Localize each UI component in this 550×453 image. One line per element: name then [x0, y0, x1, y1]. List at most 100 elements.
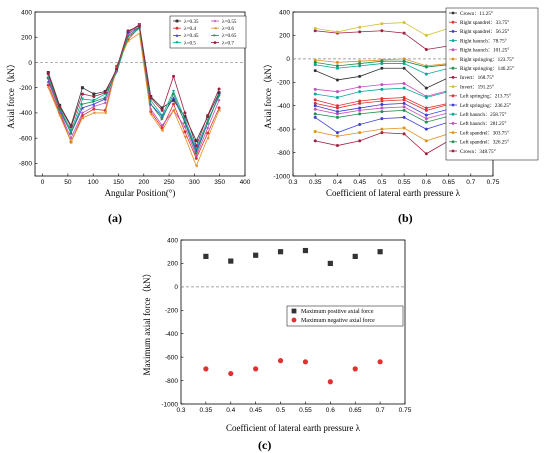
data-point: [69, 129, 73, 133]
data-point: [313, 98, 317, 102]
legend-item: Right haunch：78.75°: [449, 37, 507, 44]
data-point: [335, 131, 339, 135]
data-point: [172, 108, 176, 112]
data-point: [313, 139, 317, 143]
data-point: [402, 21, 406, 25]
series-1: [203, 247, 383, 267]
data-point: [277, 249, 284, 255]
y-tick-label: 400: [279, 9, 290, 16]
data-point: [183, 130, 187, 134]
data-point: [46, 86, 50, 90]
data-point: [313, 92, 317, 96]
x-tick-label: 0.65: [442, 179, 455, 186]
data-point: [424, 108, 428, 112]
legend-swatch-marker: [213, 41, 217, 44]
data-point: [358, 108, 362, 112]
y-tick-label: 0: [28, 60, 32, 67]
data-point: [103, 101, 107, 105]
series-line: [47, 23, 220, 157]
legend-item: Left spandrel：326.25°: [449, 139, 509, 146]
series-line: [314, 117, 471, 134]
data-point: [172, 98, 176, 102]
data-point: [206, 118, 210, 122]
series-line: [315, 83, 471, 97]
y-axis-title: Axial force（kN）: [263, 59, 273, 129]
x-tick-label: 0.65: [349, 407, 362, 414]
legend-item: Right spandrel：56.25°: [449, 28, 509, 35]
y-tick-label: -400: [165, 331, 178, 338]
data-point: [313, 112, 317, 116]
data-point: [103, 96, 107, 100]
data-point: [46, 83, 50, 87]
data-point: [313, 60, 317, 64]
legend-swatch-marker: [213, 26, 217, 30]
data-point: [358, 59, 362, 63]
data-point: [358, 139, 362, 143]
legend-box: [445, 7, 539, 161]
legend-label: Right haunch：101.25°: [460, 47, 509, 54]
legend-swatch-marker: [213, 34, 217, 37]
legend-label: λ=0.55: [222, 19, 237, 25]
data-point: [335, 78, 339, 82]
y-tick-label: 200: [21, 35, 32, 42]
x-tick-label: 0.3: [176, 407, 185, 414]
data-point: [126, 39, 130, 43]
data-point: [402, 62, 406, 66]
x-tick-label: 100: [88, 179, 99, 186]
data-point: [160, 129, 164, 133]
legend-label: λ=0.4: [184, 26, 196, 32]
x-tick-label: 0.5: [276, 407, 285, 414]
data-point: [149, 112, 153, 116]
chart-b: 0.3 0.35 0.4 0.45 0.5 0.55 0.6 0.65 0.7 0.75 -1000…: [263, 7, 539, 198]
data-point: [358, 74, 362, 78]
legend-label: Maximum negative axial force: [301, 317, 375, 324]
x-tick-label: 350: [214, 179, 225, 186]
data-point: [424, 139, 428, 143]
legend-item: λ=0.65: [211, 33, 237, 39]
data-point: [335, 104, 339, 108]
x-tick-label: 300: [189, 179, 200, 186]
y-axis-title: Axial force（kN）: [6, 59, 16, 129]
data-point: [402, 81, 406, 85]
series-line: [315, 109, 471, 123]
x-tick-label: 0.4: [226, 407, 235, 414]
data-point: [80, 86, 84, 90]
x-tick-label: 250: [164, 179, 175, 186]
data-point: [358, 101, 362, 105]
data-point: [352, 253, 358, 259]
legend-swatch-marker: [451, 66, 455, 70]
legend-label: Left springing：236.25°: [460, 102, 511, 109]
legend-item: Invert：168.75°: [449, 74, 494, 81]
data-point: [327, 379, 333, 385]
data-point: [80, 92, 84, 96]
legend-label: Crown：348.75°: [460, 148, 496, 155]
y-axis-title: Maximum axial force（kN）: [142, 269, 152, 376]
panel-label-a: (a): [108, 211, 122, 225]
legend-label: λ=0.45: [184, 33, 199, 39]
data-point: [217, 108, 221, 112]
data-point: [358, 30, 362, 34]
series-line: [315, 22, 471, 36]
data-point: [402, 96, 406, 100]
x-axis-title: Angular Position(°): [105, 188, 176, 198]
legend-label: Left springing：213.75°: [460, 93, 511, 100]
data-point: [69, 136, 73, 140]
data-point: [92, 111, 96, 115]
data-point: [253, 252, 259, 258]
legend-label: Left spandrel：326.25°: [460, 139, 509, 146]
data-point: [377, 359, 383, 365]
data-point: [335, 96, 339, 100]
legend-item: λ=0.55: [211, 19, 237, 25]
y-tick-label: -600: [165, 354, 178, 361]
data-point: [358, 62, 362, 66]
x-tick-label: 150: [113, 179, 124, 186]
data-point: [253, 366, 259, 372]
legend-item: λ=0.6: [211, 26, 234, 32]
data-point: [183, 111, 187, 115]
legend-swatch-marker: [451, 39, 455, 42]
data-point: [424, 96, 428, 100]
data-point: [194, 164, 198, 168]
data-point: [194, 156, 198, 160]
data-point: [160, 124, 164, 128]
